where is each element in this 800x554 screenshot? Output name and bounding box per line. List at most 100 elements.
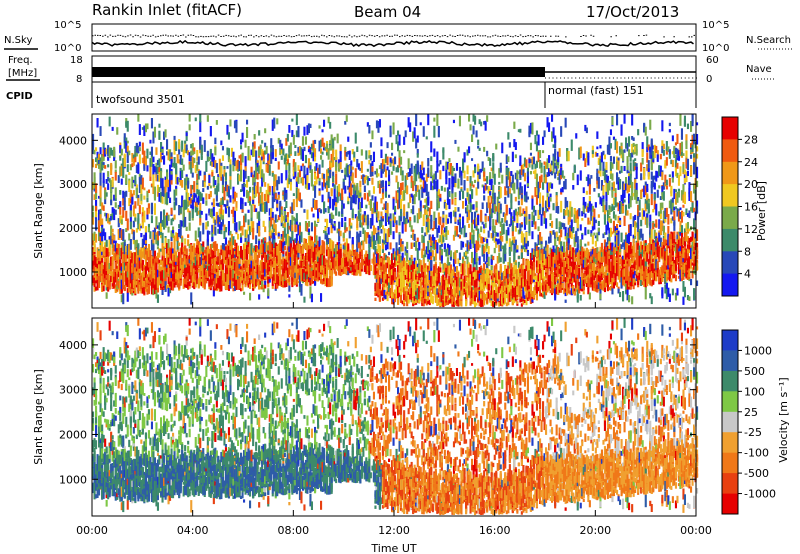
power-cell [295,238,298,251]
power-cell [178,139,181,150]
power-cell [294,145,297,148]
power-cell [246,119,249,125]
power-cell [241,132,244,143]
power-cell [194,230,197,242]
power-cell [184,199,187,210]
power-cell [206,245,209,256]
power-cell [188,222,191,231]
power-cell [413,215,416,223]
power-cell [230,209,234,214]
power-cell [226,271,229,283]
power-cell [324,218,327,223]
power-cell [211,171,214,177]
power-cell [253,245,256,253]
power-cell [283,265,286,274]
power-cell [332,149,335,157]
power-cell [259,278,262,281]
power-cell [111,248,114,255]
power-cell [206,221,209,227]
power-cell [206,230,209,240]
power-cell [99,197,102,207]
power-cell [140,288,143,294]
power-cell [314,181,317,187]
power-cell [140,188,143,199]
power-cell [187,208,190,213]
power-cell [218,208,221,218]
power-cell [419,122,422,126]
power-cell [187,180,190,189]
power-cell [388,169,391,175]
noise-right-tick-bottom: 10^0 [702,43,729,54]
power-cell [403,136,406,145]
power-cell [283,157,286,165]
power-cell [362,174,365,185]
power-cell [134,217,137,222]
power-cell [295,224,298,232]
nave-tick-bottom: 0 [706,74,712,85]
power-cell [389,125,392,136]
power-cell [249,272,252,280]
power-cell [150,146,154,159]
power-cell [277,215,280,221]
power-cell [164,176,167,181]
power-cell [209,248,212,254]
power-cell [246,127,249,138]
power-cell [249,257,252,269]
power-cell [218,169,221,177]
power-cell [114,198,117,202]
power-cell [371,195,374,201]
power-cell [211,236,214,242]
power-cell [283,272,286,280]
power-cell [126,263,129,275]
power-cell [243,243,246,253]
power-cell [380,258,383,263]
power-cell [161,281,164,290]
power-cell [188,152,191,162]
power-cell [167,262,170,273]
power-cell [96,282,99,291]
power-cell [167,250,170,254]
power-cell [129,271,132,284]
power-cell [363,230,366,242]
power-cell [327,256,330,268]
power-cell [129,279,132,287]
power-cell [354,190,357,202]
power-cell [208,230,211,235]
power-cell [95,199,98,211]
power-cell [312,265,315,276]
power-cell [150,270,154,282]
power-cell [199,231,202,242]
power-cell [237,250,240,256]
power-cell [194,282,197,288]
power-cell [377,211,380,220]
power-cell [140,184,143,189]
power-cell [203,264,206,277]
power-cell [332,171,335,177]
power-cell [214,146,217,156]
power-cell [312,213,315,218]
power-cell [196,239,199,252]
power-cell [230,260,234,266]
power-cell [332,214,335,220]
power-cell [166,139,169,150]
power-cell [150,282,154,295]
power-cell [422,214,425,226]
power-cell [237,277,240,290]
power-cell [128,233,131,241]
power-cell [172,280,175,285]
power-cell [268,262,271,269]
power-cell [252,261,255,265]
power-cell [255,164,258,170]
power-cell [294,223,297,233]
power-cell [297,224,300,236]
power-cell [233,223,237,231]
power-cell [403,150,406,154]
power-cell [333,248,336,252]
power-cell [227,227,231,236]
power-cell [95,219,98,231]
power-cell [102,228,105,237]
beam-title: Beam 04 [354,3,421,21]
power-cell [336,185,339,191]
power-cell [181,180,184,188]
power-cell [206,115,209,122]
